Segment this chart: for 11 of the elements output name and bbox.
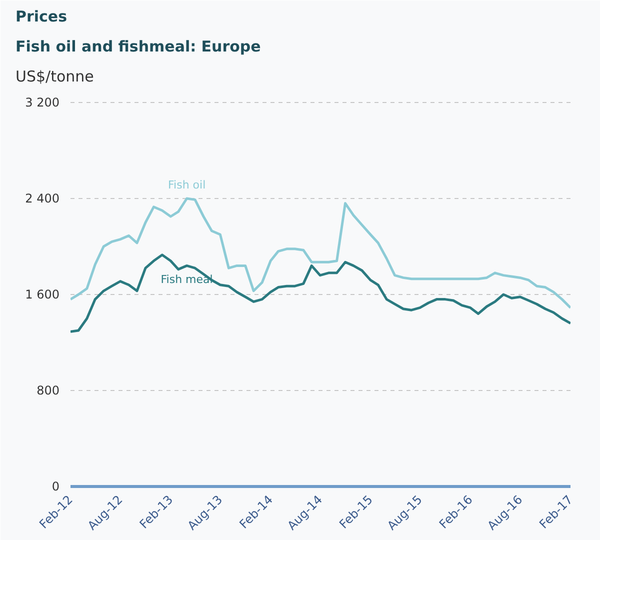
y-tick-label: 3 200 [25,96,60,110]
line-series [70,254,570,333]
y-tick-label: 0 [52,480,60,494]
line-series [70,197,570,309]
series-label: Fish oil [168,178,206,192]
y-tick-label: 800 [36,384,60,398]
y-tick-label: 2 400 [25,192,60,206]
y-tick-label: 1 600 [25,288,60,302]
chart-title: Prices [16,8,68,26]
chart-subtitle: Fish oil and fishmeal: Europe [16,38,261,56]
y-axis-title: US$/tonne [16,68,94,86]
